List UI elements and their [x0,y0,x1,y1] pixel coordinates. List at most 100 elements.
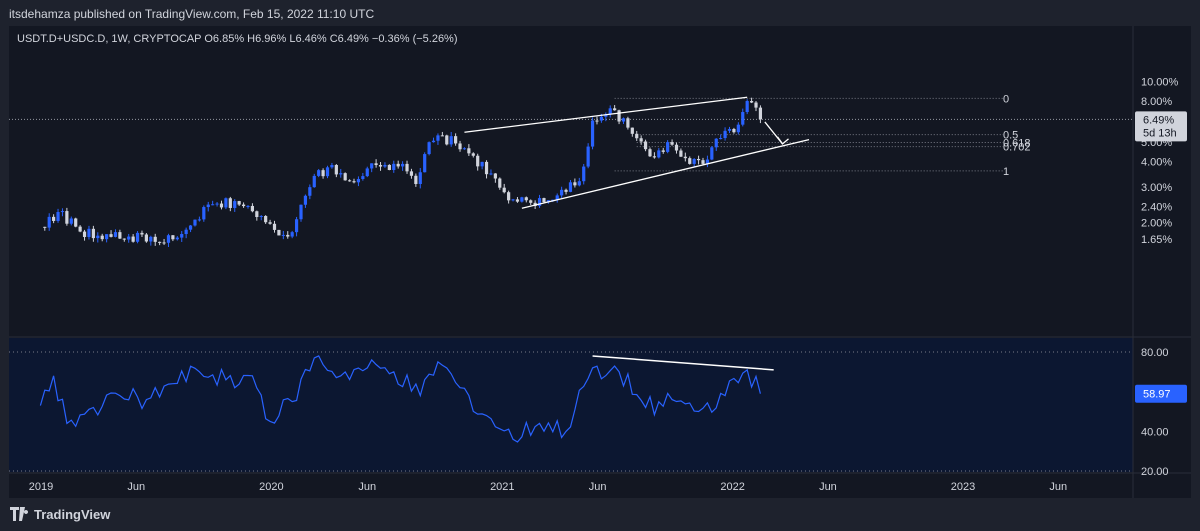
candle-body [595,120,599,122]
candle-body [511,199,515,201]
wedge-upper-line [464,96,748,133]
candle-body [529,200,533,203]
candle-body [171,235,175,240]
candle-body [719,138,723,140]
candle-body [325,167,330,177]
candle-body [158,241,162,243]
candle-body [188,225,193,230]
candle-body [149,236,153,242]
rsi-value-tag [1135,384,1187,403]
candle-body [476,155,480,167]
candle-body [599,116,603,121]
candle-body [135,232,140,242]
candle-body [250,205,255,212]
candle-body [458,143,462,150]
candle-body [431,140,436,143]
projection-arrowhead [776,136,789,145]
candle-body [449,136,453,145]
candle-body [736,124,740,133]
candle-body [60,211,65,213]
candle-body [462,148,467,150]
candle-body [754,102,758,108]
fib-level-label: 1 [1003,166,1009,178]
candle-body [582,166,586,182]
candle-body [343,173,347,181]
candle-body [710,147,714,160]
candle-body [100,235,104,240]
candle-body [745,101,749,113]
candle-body [166,235,171,243]
candle-body [74,218,78,227]
candle-body [206,204,210,208]
candle-body [560,189,564,196]
candle-body [666,142,670,152]
candle-body [440,135,444,137]
fib-level-label: 0.5 [1003,130,1018,142]
candle-body [374,163,378,166]
candle-body [546,200,550,203]
candle-body [705,159,710,164]
candle-body [648,149,652,157]
chart-svg[interactable]: 10.00%8.00%6.00%5.00%4.00%3.00%2.40%2.00… [9,26,1191,498]
candle-body [339,173,343,175]
rsi-value: 58.97 [1143,389,1171,401]
time-axis-tick: Jun [358,481,376,493]
candle-body [162,242,166,244]
candle-body [639,138,643,142]
candle-body [96,235,100,239]
candle-body [352,181,356,183]
candle-body [427,142,431,155]
chart-area[interactable]: 10.00%8.00%6.00%5.00%4.00%3.00%2.40%2.00… [9,26,1191,498]
candle-body [688,158,692,164]
candle-body [228,198,232,208]
fib-level-label: 0.618 [1003,138,1031,150]
candle-body [507,192,511,201]
price-axis-tick: 4.00% [1141,157,1172,169]
candle-body [524,197,528,201]
candle-body [255,211,259,218]
rsi-line [39,355,761,443]
candle-body [480,161,484,167]
candle-body [590,120,595,147]
candle-body [454,136,458,144]
candle-body [286,234,290,237]
candle-body [537,198,542,206]
candle-body [303,195,308,205]
candle-body [555,195,559,200]
candle-body [43,226,47,228]
candle-body [105,234,109,240]
candle-body [692,158,696,164]
candle-body [542,198,546,203]
candle-body [489,173,493,175]
last-price-tag [1135,111,1187,142]
candle-body [533,202,537,206]
candle-body [365,168,369,177]
time-axis-tick: Jun [127,481,145,493]
tradingview-logo-icon [10,507,29,521]
price-axis-tick: 8.00% [1141,96,1172,108]
candle-body [317,170,321,176]
time-axis-tick: 2020 [259,481,283,493]
candle-body [215,203,219,205]
candle-body [153,236,157,242]
rsi-axis-tick: 40.00 [1141,426,1169,438]
candle-body [467,148,471,154]
candle-body [65,211,69,224]
candle-body [674,144,679,151]
fib-level-label: 0.702 [1003,142,1031,154]
publisher-text: itsdehamza published on TradingView.com,… [9,7,375,21]
candle-body [383,164,387,167]
price-axis-tick: 3.00% [1141,182,1172,194]
price-axis-tick: 2.00% [1141,217,1172,229]
candle-body [109,234,113,237]
rsi-panel [9,338,1133,472]
candle-body [423,154,427,173]
candle-body [471,153,475,156]
candle-body [564,189,568,192]
candle-body [577,181,581,186]
candle-body [144,234,148,242]
candle-body [290,232,294,237]
candle-body [259,216,263,218]
candle-body [586,146,590,167]
candle-body [661,150,665,152]
